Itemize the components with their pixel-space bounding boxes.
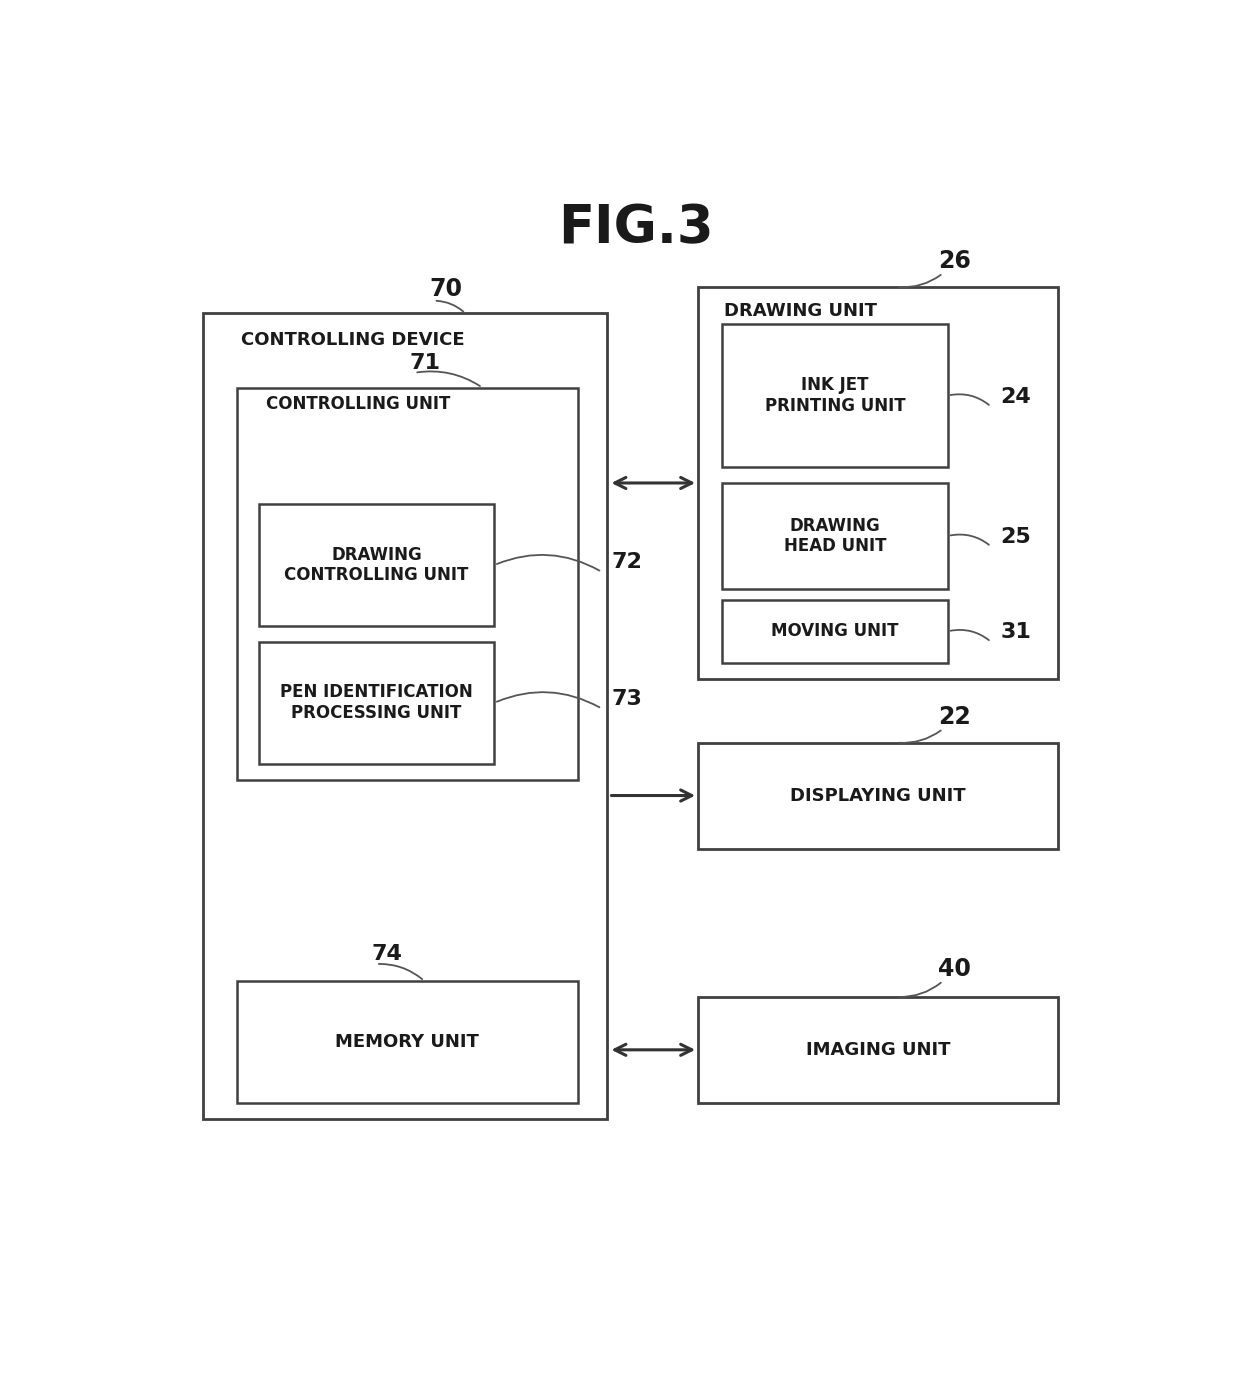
Text: 26: 26 bbox=[939, 249, 971, 274]
Text: FIG.3: FIG.3 bbox=[558, 202, 713, 255]
Bar bbox=[698, 288, 1058, 678]
Text: 74: 74 bbox=[371, 944, 402, 965]
Text: 22: 22 bbox=[939, 705, 971, 729]
Bar bbox=[722, 483, 947, 589]
Bar bbox=[722, 323, 947, 466]
Text: 73: 73 bbox=[611, 688, 642, 709]
Bar bbox=[698, 996, 1058, 1102]
Text: CONTROLLING UNIT: CONTROLLING UNIT bbox=[265, 395, 450, 413]
Text: PEN IDENTIFICATION
PROCESSING UNIT: PEN IDENTIFICATION PROCESSING UNIT bbox=[280, 684, 472, 722]
Text: MOVING UNIT: MOVING UNIT bbox=[771, 622, 899, 640]
Bar bbox=[722, 600, 947, 663]
Bar bbox=[237, 981, 578, 1102]
Text: 31: 31 bbox=[1001, 622, 1032, 641]
Text: 70: 70 bbox=[429, 277, 461, 301]
Bar bbox=[259, 504, 495, 626]
Text: 72: 72 bbox=[611, 552, 642, 572]
Text: CONTROLLING DEVICE: CONTROLLING DEVICE bbox=[242, 332, 465, 350]
Text: DRAWING UNIT: DRAWING UNIT bbox=[724, 303, 877, 321]
Text: 25: 25 bbox=[1001, 527, 1032, 546]
Text: INK JET
PRINTING UNIT: INK JET PRINTING UNIT bbox=[765, 376, 905, 416]
Text: 71: 71 bbox=[409, 352, 440, 373]
Text: DISPLAYING UNIT: DISPLAYING UNIT bbox=[790, 787, 966, 805]
Bar bbox=[259, 641, 495, 764]
Text: DRAWING
HEAD UNIT: DRAWING HEAD UNIT bbox=[784, 516, 887, 556]
Text: MEMORY UNIT: MEMORY UNIT bbox=[335, 1033, 479, 1051]
Text: DRAWING
CONTROLLING UNIT: DRAWING CONTROLLING UNIT bbox=[284, 546, 469, 585]
Text: IMAGING UNIT: IMAGING UNIT bbox=[806, 1040, 950, 1058]
Text: 24: 24 bbox=[1001, 387, 1032, 407]
Text: 40: 40 bbox=[939, 956, 971, 981]
Bar bbox=[237, 388, 578, 780]
Bar bbox=[698, 743, 1058, 849]
Bar bbox=[203, 314, 606, 1119]
